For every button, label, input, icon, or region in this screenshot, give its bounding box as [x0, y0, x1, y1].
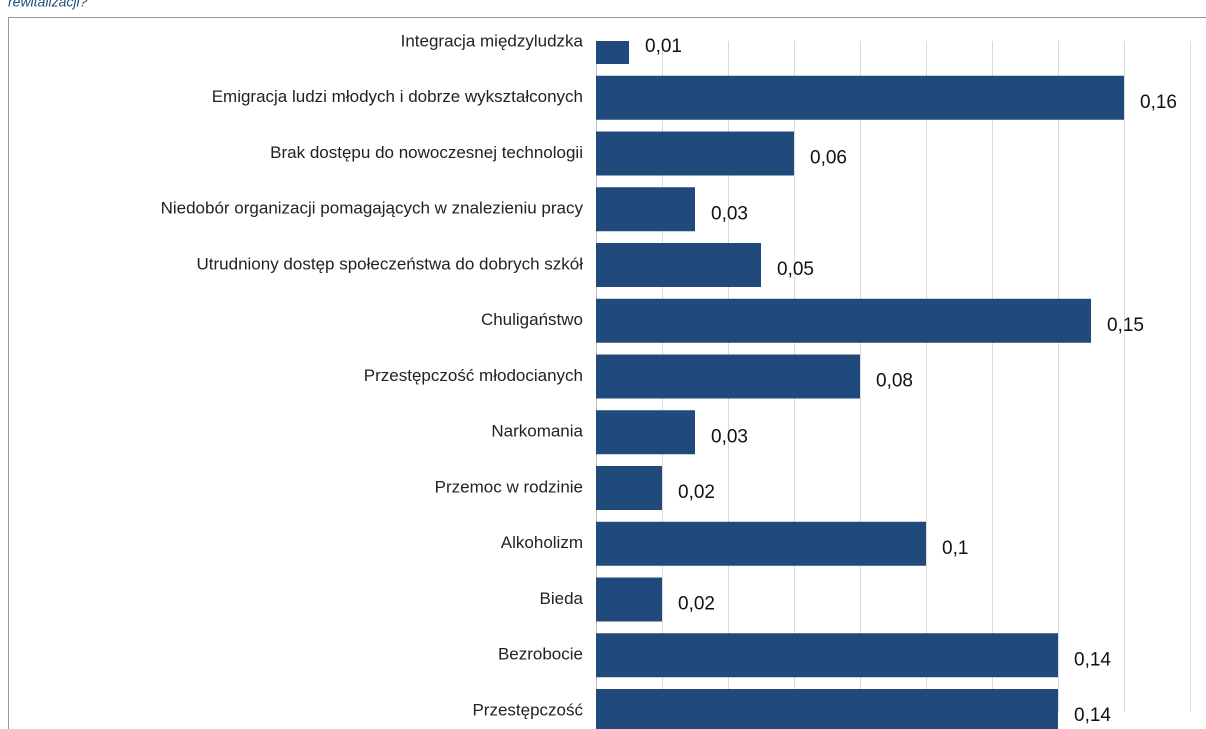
- bar: [596, 466, 662, 510]
- bar: [596, 298, 1091, 343]
- value-label: 0,15: [1107, 315, 1144, 336]
- bar: [596, 75, 1124, 120]
- category-label: Utrudniony dostęp społeczeństwa do dobry…: [197, 254, 584, 273]
- bar: [596, 187, 695, 232]
- category-label: Bezrobocie: [498, 645, 583, 664]
- value-label: 0,03: [711, 426, 748, 447]
- value-label: 0,03: [711, 203, 748, 224]
- value-label: 0,1: [942, 538, 968, 559]
- bar: [596, 131, 794, 176]
- bar: [596, 354, 860, 399]
- value-label: 0,05: [777, 259, 814, 280]
- category-label: Przemoc w rodzinie: [435, 477, 583, 496]
- value-label: 0,06: [810, 148, 847, 169]
- category-label: Alkoholizm: [501, 533, 583, 552]
- value-label: 0,02: [678, 482, 715, 503]
- plot: [596, 41, 1191, 729]
- category-label: Bieda: [540, 589, 584, 608]
- value-label: 0,14: [1074, 705, 1111, 726]
- category-label: Chuligaństwo: [481, 310, 583, 329]
- bar: [596, 243, 761, 287]
- category-label: Przestępczość: [472, 700, 583, 719]
- bar: [596, 521, 926, 566]
- bar: [596, 577, 662, 622]
- category-label: Emigracja ludzi młodych i dobrze wykszta…: [212, 87, 583, 106]
- bar: [596, 41, 629, 64]
- bar: [596, 633, 1058, 678]
- category-label: Brak dostępu do nowoczesnej technologii: [270, 143, 583, 162]
- heading: rewitalizacji?: [8, 0, 88, 10]
- category-label: Przestępczość młodocianych: [364, 366, 583, 385]
- category-label: Niedobór organizacji pomagających w znal…: [161, 199, 584, 218]
- value-label: 0,08: [876, 371, 913, 392]
- value-label: 0,02: [678, 594, 715, 615]
- value-label: 0,14: [1074, 649, 1111, 670]
- bar: [596, 689, 1058, 729]
- bar: [596, 410, 695, 455]
- value-label: 0,01: [645, 36, 682, 57]
- category-label: Narkomania: [491, 422, 583, 441]
- category-label: Integracja międzyludzka: [401, 31, 584, 50]
- value-label: 0,16: [1140, 92, 1177, 113]
